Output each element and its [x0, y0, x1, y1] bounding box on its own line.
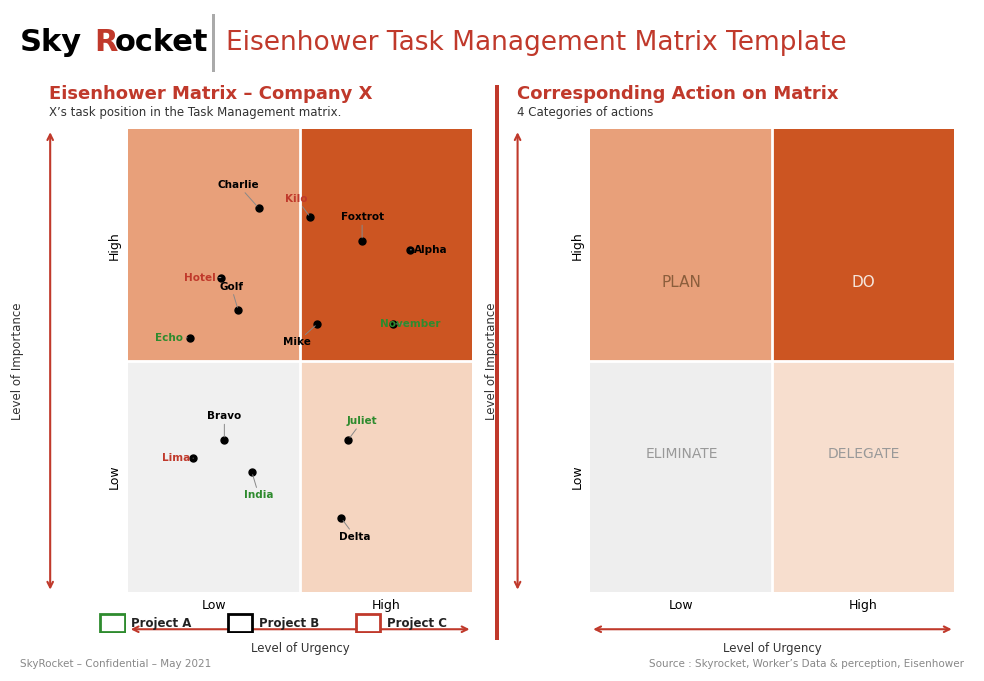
Text: DELEGATE: DELEGATE [828, 447, 899, 460]
Text: Corresponding Action on Matrix: Corresponding Action on Matrix [517, 85, 838, 103]
Text: November: November [380, 319, 441, 329]
Bar [300, 129, 472, 361]
Text: DO: DO [851, 274, 876, 289]
Text: Source : Skyrocket, Worker’s Data & perception, Eisenhower: Source : Skyrocket, Worker’s Data & perc… [649, 659, 964, 669]
Text: ELIMINATE: ELIMINATE [646, 447, 717, 460]
Text: Kilo: Kilo [285, 194, 309, 215]
Text: Foxtrot: Foxtrot [340, 212, 384, 238]
Text: Alpha: Alpha [410, 244, 448, 255]
Text: Bravo: Bravo [208, 411, 241, 437]
Bar [772, 129, 954, 361]
Bar [128, 129, 300, 361]
Text: 4 Categories of actions: 4 Categories of actions [517, 106, 653, 118]
Bar [128, 361, 300, 592]
Bar [300, 361, 472, 592]
Text: Eisenhower Task Management Matrix Template: Eisenhower Task Management Matrix Templa… [226, 29, 847, 56]
Text: Sky: Sky [20, 28, 82, 57]
Bar [590, 129, 772, 361]
Bar [590, 361, 772, 592]
Text: SkyRocket – Confidential – May 2021: SkyRocket – Confidential – May 2021 [20, 659, 211, 669]
Text: ocket: ocket [115, 28, 209, 57]
Text: Golf: Golf [219, 282, 243, 307]
Text: Project A: Project A [131, 617, 191, 631]
Text: Charlie: Charlie [217, 180, 259, 206]
Text: Juliet: Juliet [346, 416, 378, 437]
Text: Lima: Lima [162, 453, 193, 463]
Text: Level of Urgency: Level of Urgency [251, 642, 349, 655]
Text: Level of Urgency: Level of Urgency [723, 642, 822, 655]
Text: Level of Importance: Level of Importance [11, 302, 25, 419]
Text: Level of Importance: Level of Importance [485, 302, 499, 419]
Bar [772, 361, 954, 592]
Text: X’s task position in the Task Management matrix.: X’s task position in the Task Management… [49, 106, 341, 118]
Text: PLAN: PLAN [661, 274, 702, 289]
Text: Project C: Project C [387, 617, 447, 631]
Text: Echo: Echo [155, 333, 187, 343]
Text: Delta: Delta [339, 520, 371, 542]
Text: Eisenhower Matrix – Company X: Eisenhower Matrix – Company X [49, 85, 373, 103]
Text: India: India [244, 475, 274, 501]
Text: Mike: Mike [282, 326, 315, 347]
Text: Project B: Project B [259, 617, 319, 631]
Text: R: R [94, 28, 118, 57]
Text: Hotel: Hotel [184, 272, 221, 283]
